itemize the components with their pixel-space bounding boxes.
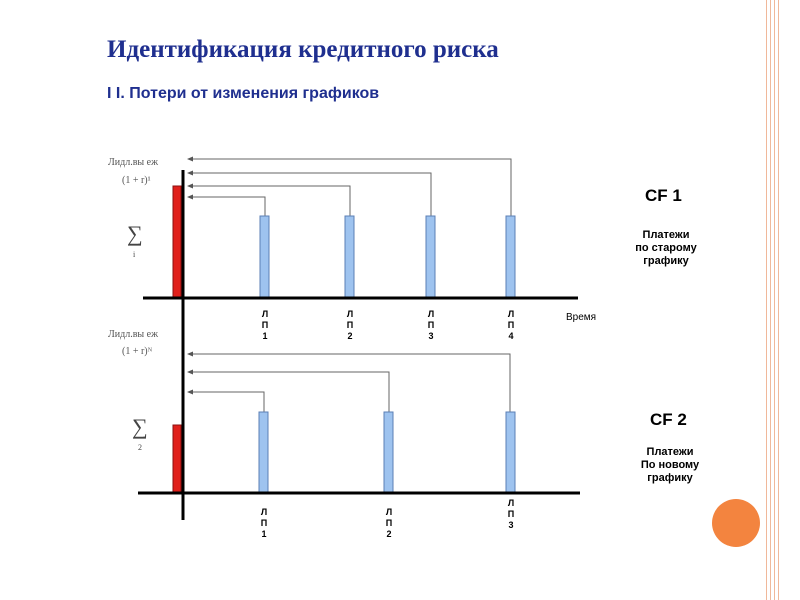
cf2-description: Платежи По новому графику: [640, 446, 700, 484]
payment-bar-lp2-bottom: [383, 411, 394, 494]
payment-bar-lp4-top: [505, 215, 516, 299]
sigma-symbol-bottom: ∑: [132, 414, 148, 439]
arrowhead: [187, 369, 193, 375]
discount-arrow-lp1: [192, 196, 266, 216]
payment-bar-lp1-bottom: [258, 411, 269, 494]
frame-line: [778, 0, 779, 600]
time-axis-label: Время: [566, 312, 597, 323]
discount-arrow-lp2: [192, 185, 351, 216]
cf1-label: CF 1: [645, 186, 682, 205]
investment-bar-bottom: [172, 424, 182, 494]
discount-formula-top-numerator: Лидл.вы еж: [108, 157, 158, 168]
frame-line: [766, 0, 767, 600]
discount-formula-bottom-numerator: Лидл.вы еж: [108, 329, 158, 340]
bottom-arrowheads: [187, 351, 193, 395]
frame-line: [774, 0, 775, 600]
arrowhead: [187, 389, 193, 395]
arrowhead: [187, 194, 193, 200]
discount-arrow-lp4: [192, 158, 512, 216]
arrowhead: [187, 183, 193, 189]
payment-bar-lp2-top: [344, 215, 355, 299]
cf2-label: CF 2: [650, 410, 687, 429]
cf1-description: Платежи по старому графику: [635, 229, 697, 267]
discount-arrow-lp1: [192, 391, 265, 412]
top-arrowheads: [187, 156, 193, 200]
bottom-discount-arrows: [192, 353, 511, 412]
discount-arrow-lp2: [192, 371, 390, 412]
investment-bar-top: [172, 185, 182, 299]
discount-arrow-lp3: [192, 353, 511, 412]
discount-formula-top-denominator: (1 + r)¹: [122, 175, 151, 186]
discount-arrow-lp3: [192, 172, 432, 216]
discount-formula-bottom-denominator: (1 + r)ᴺ: [122, 346, 153, 357]
frame-line: [770, 0, 771, 600]
payment-bar-lp3-bottom: [505, 411, 516, 494]
sigma-subscript-bottom: 2: [138, 443, 142, 452]
arrowhead: [187, 170, 193, 176]
arrowhead: [187, 156, 193, 162]
sigma-symbol-top: ∑: [127, 221, 143, 246]
payment-bar-lp3-top: [425, 215, 436, 299]
decorative-circle: [712, 499, 760, 547]
payment-bar-lp1-top: [259, 215, 270, 299]
arrowhead: [187, 351, 193, 357]
top-discount-arrows: [192, 158, 512, 216]
page-title: Идентификация кредитного риска: [107, 36, 499, 63]
page-subtitle: I I. Потери от изменения графиков: [107, 85, 380, 102]
sigma-subscript-top: i: [133, 250, 136, 259]
